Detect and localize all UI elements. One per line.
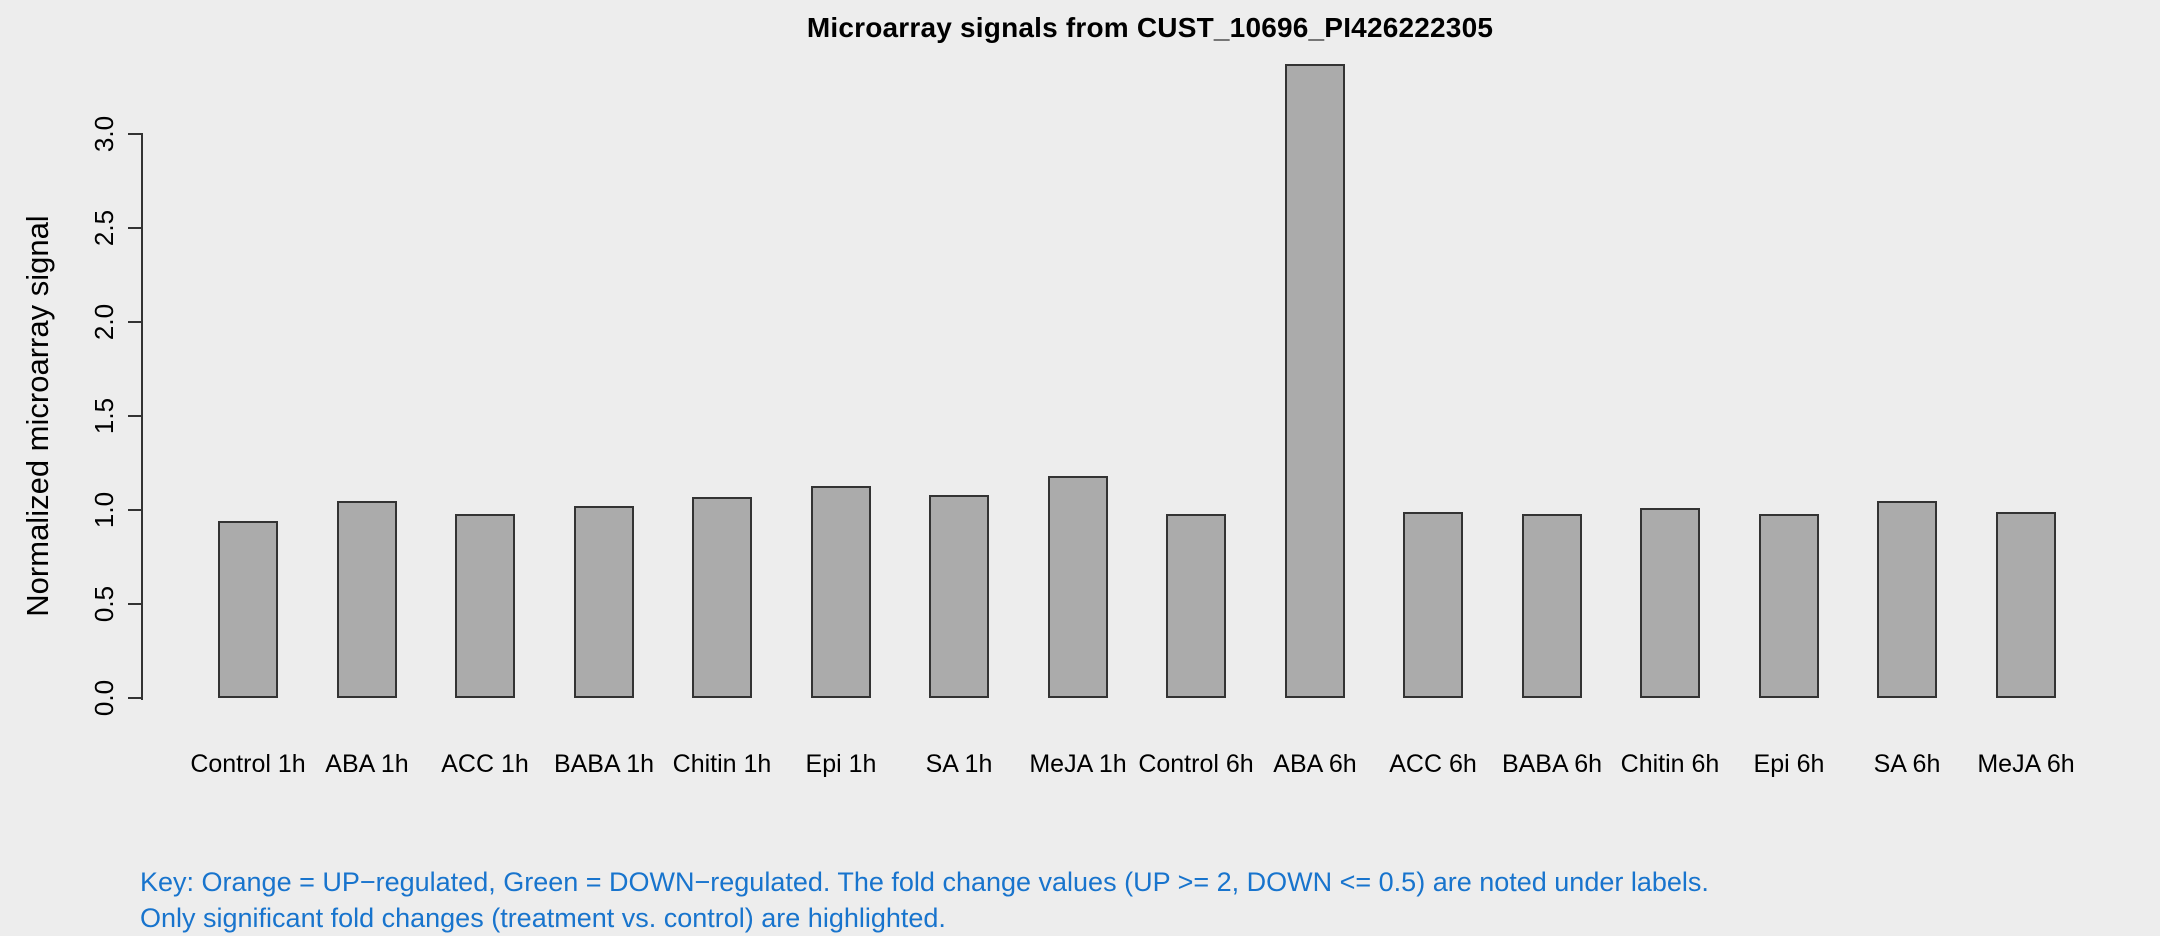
bar bbox=[1877, 501, 1937, 698]
x-axis-label: SA 1h bbox=[925, 750, 993, 778]
bar bbox=[218, 521, 278, 698]
x-axis-label: Chitin 6h bbox=[1620, 750, 1720, 778]
y-tick-label: 2.0 bbox=[89, 303, 119, 341]
x-axis-label: MeJA 1h bbox=[1029, 750, 1127, 778]
bar bbox=[574, 506, 634, 698]
x-axis-label: BABA 1h bbox=[553, 750, 655, 778]
x-axis-label: Epi 1h bbox=[805, 750, 877, 778]
y-tick-label: 1.0 bbox=[89, 491, 119, 529]
x-axis-label: MeJA 6h bbox=[1977, 750, 2075, 778]
bar bbox=[337, 501, 397, 698]
legend-key: Key: Orange = UP−regulated, Green = DOWN… bbox=[140, 864, 1709, 936]
x-axis-label: ACC 6h bbox=[1389, 750, 1477, 778]
y-tick bbox=[128, 133, 142, 135]
x-axis-label: ABA 1h bbox=[325, 750, 409, 778]
y-tick-label: 1.5 bbox=[89, 397, 119, 435]
y-tick bbox=[128, 321, 142, 323]
bar bbox=[692, 497, 752, 698]
bar bbox=[1996, 512, 2056, 698]
bar bbox=[1522, 514, 1582, 698]
y-tick bbox=[128, 509, 142, 511]
y-tick bbox=[128, 603, 142, 605]
y-tick bbox=[128, 227, 142, 229]
y-tick-label: 0.0 bbox=[89, 679, 119, 717]
y-axis-line bbox=[141, 133, 143, 700]
bar bbox=[1048, 476, 1108, 698]
y-tick-label: 2.5 bbox=[89, 209, 119, 247]
bar bbox=[1403, 512, 1463, 698]
y-tick bbox=[128, 415, 142, 417]
bar bbox=[1759, 514, 1819, 698]
x-axis-label: ACC 1h bbox=[441, 750, 529, 778]
key-line-1: Key: Orange = UP−regulated, Green = DOWN… bbox=[140, 867, 1709, 897]
y-tick-label: 0.5 bbox=[89, 585, 119, 623]
x-axis-label: BABA 6h bbox=[1501, 750, 1603, 778]
chart-title: Microarray signals from CUST_10696_PI426… bbox=[806, 12, 1494, 43]
x-axis-label: Control 6h bbox=[1138, 750, 1254, 778]
x-axis-label: Chitin 1h bbox=[672, 750, 772, 778]
bar bbox=[1285, 64, 1345, 698]
bar bbox=[811, 486, 871, 698]
y-tick-label: 3.0 bbox=[89, 115, 119, 153]
x-axis-label: ABA 6h bbox=[1273, 750, 1357, 778]
x-axis-label: Epi 6h bbox=[1753, 750, 1825, 778]
bar bbox=[929, 495, 989, 698]
y-axis-title: Normalized microarray signal bbox=[20, 215, 55, 617]
bar bbox=[1640, 508, 1700, 698]
x-axis-label: SA 6h bbox=[1873, 750, 1941, 778]
y-tick bbox=[128, 697, 142, 699]
bar bbox=[455, 514, 515, 698]
x-axis-label: Control 1h bbox=[190, 750, 306, 778]
bar bbox=[1166, 514, 1226, 698]
key-line-2: Only significant fold changes (treatment… bbox=[140, 903, 946, 933]
